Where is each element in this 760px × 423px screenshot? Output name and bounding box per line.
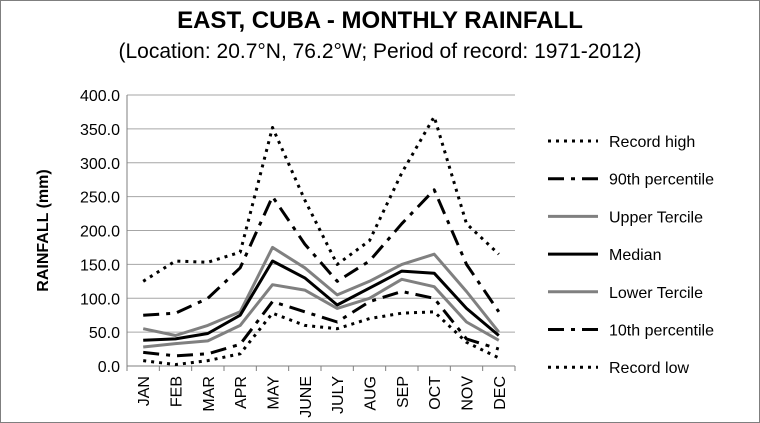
legend-label-record-low: Record low: [609, 360, 689, 377]
x-tick-label: JUNE: [298, 376, 315, 418]
x-tick-label: OCT: [427, 376, 444, 410]
x-tick-label: SEP: [395, 376, 412, 408]
y-tick-label: 250.0: [80, 190, 120, 207]
y-axis-label: RAINFALL (mm): [35, 169, 52, 291]
legend-label-10th-percentile: 10th percentile: [609, 323, 714, 340]
series-line-record-high: [142, 115, 500, 283]
x-tick-label: JAN: [136, 376, 153, 406]
x-tick-label: MAR: [201, 376, 218, 412]
y-tick-label: 100.0: [80, 291, 120, 308]
series-line-10th-percentile: [143, 290, 500, 358]
legend-label-upper-tercile: Upper Tercile: [609, 209, 703, 226]
series-line-90th-percentile: [143, 188, 501, 317]
y-tick-label: 300.0: [80, 156, 120, 173]
y-tick-label: 200.0: [80, 224, 120, 241]
x-tick-label: AUG: [363, 376, 380, 411]
legend-label-lower-tercile: Lower Tercile: [609, 285, 703, 302]
x-tick-label: APR: [233, 376, 250, 409]
y-tick-label: 150.0: [80, 257, 120, 274]
x-tick-label: MAY: [266, 376, 283, 410]
series-line-record-low: [143, 310, 500, 367]
x-tick-label: FEB: [169, 376, 186, 407]
chart-title: EAST, CUBA - MONTHLY RAINFALL: [177, 7, 583, 34]
legend-label-record-high: Record high: [609, 134, 695, 151]
legend-label-median: Median: [609, 247, 661, 264]
x-tick-label: JULY: [330, 376, 347, 414]
series-line-median: [143, 259, 500, 342]
y-tick-label: 50.0: [89, 325, 120, 342]
legend-label-90th-percentile: 90th percentile: [609, 172, 714, 189]
y-tick-label: 0.0: [98, 359, 120, 376]
series-line-lower-tercile: [143, 277, 500, 349]
y-tick-label: 350.0: [80, 122, 120, 139]
x-tick-label: NOV: [460, 376, 477, 411]
series-line-upper-tercile: [142, 245, 500, 337]
chart-subtitle: (Location: 20.7°N, 76.2°W; Period of rec…: [118, 40, 642, 63]
y-tick-label: 400.0: [80, 88, 120, 105]
x-tick-label: DEC: [492, 376, 509, 410]
